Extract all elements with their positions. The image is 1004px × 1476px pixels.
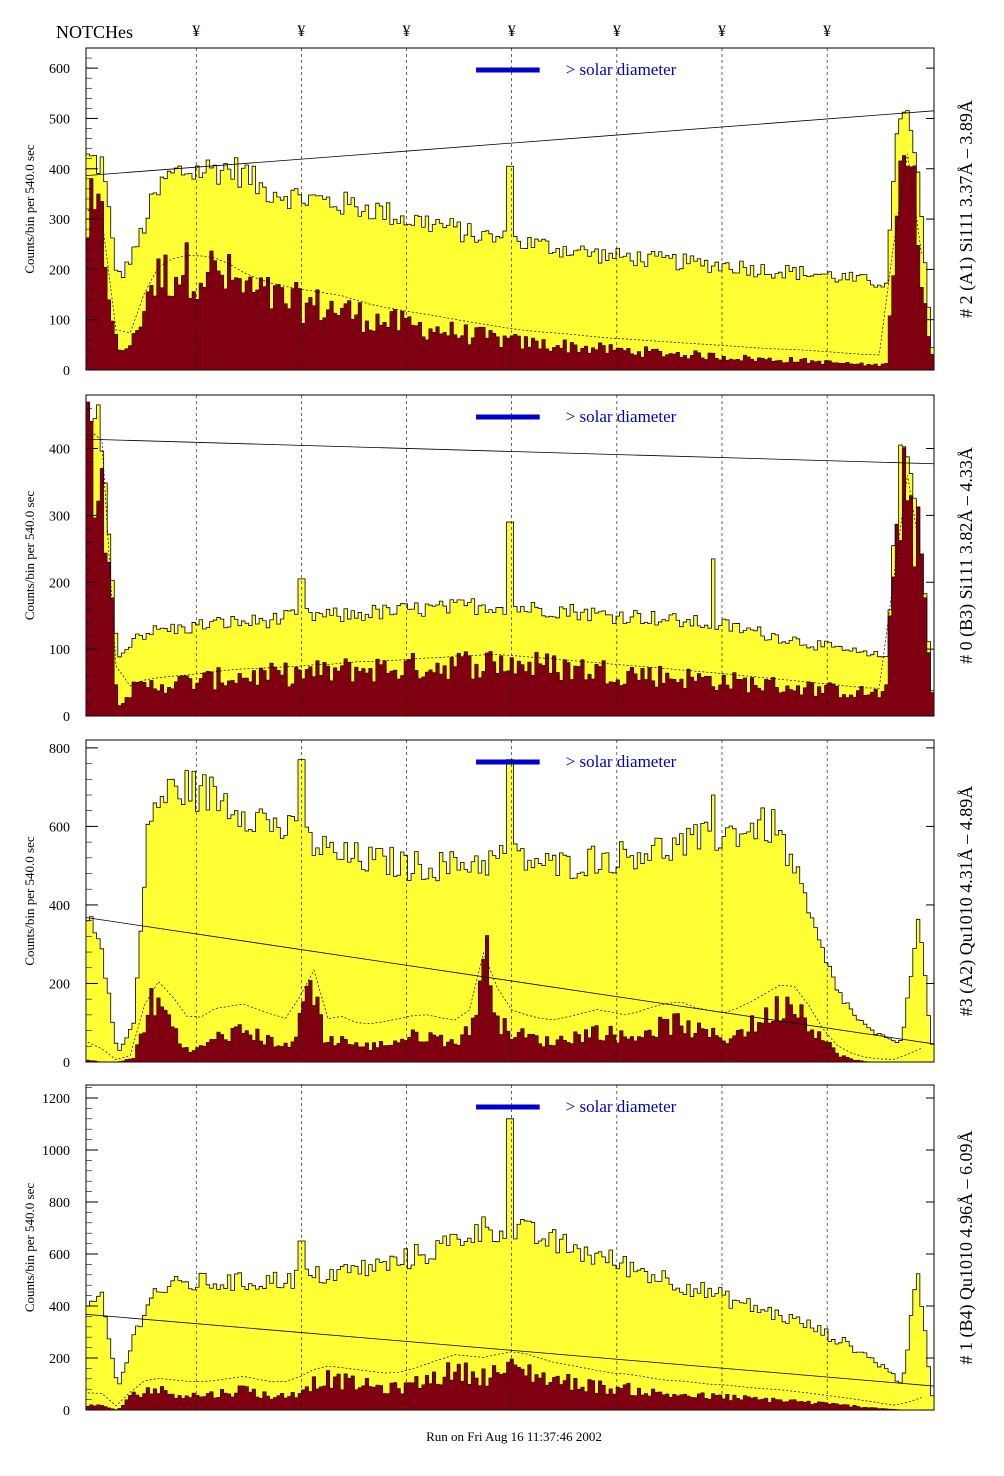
smoothed-curve	[87, 153, 922, 356]
y-tick-label: 400	[49, 443, 70, 458]
panel-1: 0 100 200 300 400 500 600 Counts/bin per 540.0 …	[22, 47, 977, 379]
y-tick-label: 0	[63, 1404, 70, 1419]
y-axis-label: Counts/bin per 540.0 sec	[22, 144, 37, 273]
solar-diameter-label: > solar diameter	[566, 60, 677, 79]
y-tick-label: 200	[49, 263, 70, 278]
notch-marker: ¥	[192, 23, 200, 40]
y-tick-label: 600	[49, 820, 70, 835]
y-tick-label: 100	[49, 643, 70, 658]
trend-line	[85, 438, 935, 465]
run-timestamp: Run on Fri Aug 16 11:37:46 2002	[426, 1429, 602, 1444]
y-tick-label: 0	[63, 1056, 70, 1071]
notch-marker: ¥	[508, 23, 516, 40]
notches-header: NOTCHes ¥ ¥ ¥ ¥ ¥ ¥ ¥	[56, 22, 831, 42]
y-tick-label: 800	[49, 1196, 70, 1211]
notch-marker: ¥	[613, 23, 621, 40]
y-tick-label: 100	[49, 314, 70, 329]
panel-2: 0 100 200 300 400 Counts/bin per 540.0 sec # 0…	[22, 394, 977, 725]
panel-4: 0 200 400 600 800 1000 1200 Counts/bin per 540.…	[22, 1084, 977, 1419]
notch-marker: ¥	[403, 23, 411, 40]
y-tick-label: 400	[49, 163, 70, 178]
solar-diameter-label: > solar diameter	[566, 1097, 677, 1116]
y-axis-label: Counts/bin per 540.0 sec	[22, 1183, 37, 1312]
notch-marker: ¥	[823, 23, 831, 40]
notches-label: NOTCHes	[56, 22, 133, 42]
notch-marker: ¥	[718, 23, 726, 40]
y-axis-label: Counts/bin per 540.0 sec	[22, 491, 37, 620]
y-tick-label: 200	[49, 977, 70, 992]
y-tick-label: 400	[49, 899, 70, 914]
y-tick-label: 800	[49, 742, 70, 757]
y-tick-label: 300	[49, 213, 70, 228]
trend-line	[85, 110, 935, 176]
solar-diameter-label: > solar diameter	[566, 752, 677, 771]
channel-label: # 1 (B4) Qu1010 4.96Å – 6.09Å	[956, 1131, 977, 1365]
trend-line	[85, 917, 935, 1045]
panels: 0 100 200 300 400 500 600 Counts/bin per 540.0 …	[22, 47, 977, 1419]
solar-diameter-label: > solar diameter	[566, 407, 677, 426]
inner-counts-histogram	[85, 935, 934, 1063]
y-axis-label: Counts/bin per 540.0 sec	[22, 836, 37, 965]
trend-line	[85, 1313, 935, 1387]
y-tick-label: 200	[49, 1352, 70, 1367]
y-tick-label: 600	[49, 1248, 70, 1263]
notch-marker: ¥	[297, 23, 305, 40]
y-tick-label: 600	[49, 62, 70, 77]
smoothed-curve	[87, 951, 922, 1060]
y-tick-label: 200	[49, 576, 70, 591]
inner-counts-histogram	[85, 401, 935, 717]
y-tick-label: 500	[49, 112, 70, 127]
y-tick-label: 1000	[42, 1144, 70, 1159]
y-tick-label: 0	[63, 710, 70, 725]
notch-glyphs: ¥ ¥ ¥ ¥ ¥ ¥ ¥	[192, 23, 831, 40]
smoothed-curve	[87, 428, 922, 689]
inner-counts-histogram	[85, 155, 935, 371]
channel-label: # 2 (A1) Si111 3.37Å – 3.89Å	[956, 100, 977, 318]
y-tick-label: 400	[49, 1300, 70, 1315]
channel-label: # 0 (B3) Si111 3.82Å – 4.33Å	[956, 447, 977, 664]
channel-label: #3 (A2) Qu1010 4.31Å – 4.89Å	[956, 786, 977, 1016]
y-tick-label: 1200	[42, 1092, 70, 1107]
total-counts-histogram	[85, 759, 935, 1063]
smoothed-curve	[87, 1351, 922, 1407]
y-tick-label: 300	[49, 509, 70, 524]
y-tick-label: 0	[63, 364, 70, 379]
panel-3: 0 200 400 600 800 Counts/bin per 540.0 sec #3 …	[22, 739, 977, 1071]
